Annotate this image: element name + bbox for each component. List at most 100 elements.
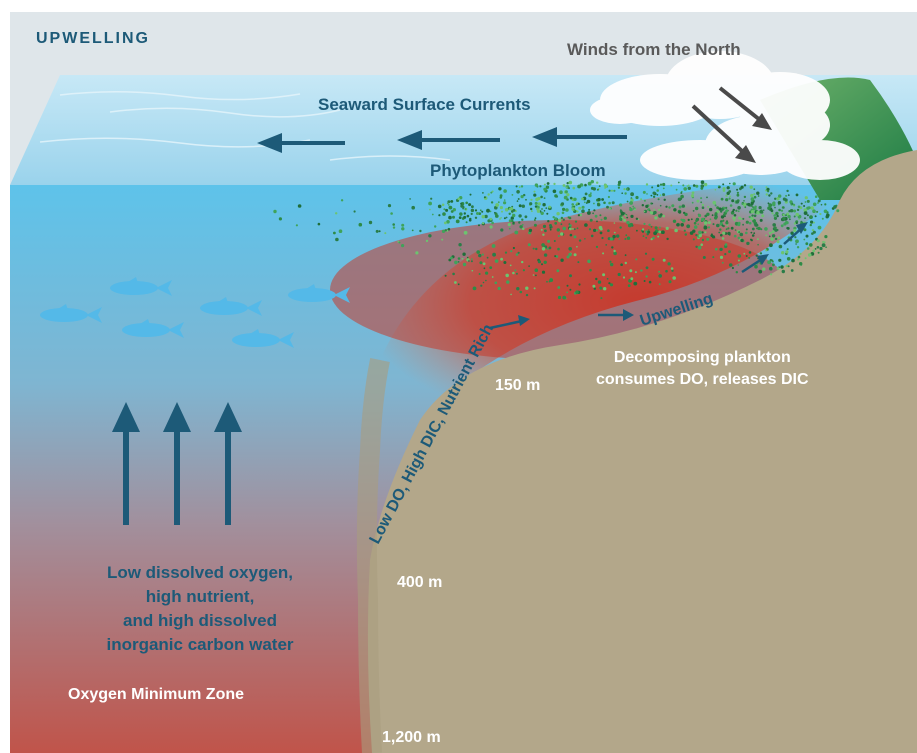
plankton-dot: [297, 204, 302, 208]
plankton-dot: [505, 273, 510, 278]
plankton-dot: [444, 274, 447, 277]
plankton-dot: [737, 259, 740, 262]
plankton-dot: [798, 218, 800, 220]
plankton-dot: [712, 200, 717, 205]
plankton-dot: [511, 205, 514, 208]
plankton-dot: [692, 210, 695, 212]
plankton-dot: [716, 223, 720, 228]
plankton-dot: [642, 235, 645, 238]
plankton-dot: [576, 227, 579, 230]
plankton-dot: [706, 237, 710, 241]
plankton-dot: [543, 210, 546, 212]
plankton-dot: [753, 214, 757, 218]
plankton-dot: [518, 186, 521, 189]
plankton-dot: [568, 180, 573, 185]
plankton-dot: [784, 198, 788, 202]
plankton-dot: [809, 215, 813, 220]
plankton-dot: [785, 221, 789, 225]
plankton-dot: [735, 200, 740, 204]
plankton-dot: [789, 218, 791, 221]
plankton-dot: [816, 210, 819, 213]
plankton-dot: [613, 249, 616, 253]
plankton-dot: [750, 201, 754, 205]
plankton-dot: [804, 217, 806, 220]
plankton-dot: [771, 234, 776, 238]
plankton-dot: [569, 227, 572, 231]
plankton-dot: [486, 208, 490, 213]
plankton-dot: [588, 228, 592, 231]
plankton-dot: [558, 218, 562, 223]
plankton-dot: [725, 194, 728, 197]
plankton-dot: [448, 258, 452, 262]
plankton-dot: [729, 204, 733, 207]
plankton-dot: [658, 214, 660, 217]
plankton-dot: [533, 219, 536, 221]
plankton-dot: [522, 269, 526, 272]
plankton-dot: [482, 281, 485, 284]
plankton-dot: [737, 264, 740, 266]
plankton-dot: [810, 206, 814, 210]
plankton-dot: [606, 277, 609, 280]
plankton-dot: [680, 223, 684, 227]
plankton-dot: [650, 194, 653, 197]
plankton-dot: [610, 262, 614, 267]
plankton-dot: [474, 209, 478, 212]
plankton-dot: [604, 187, 606, 189]
plankton-dot: [521, 218, 524, 221]
plankton-dot: [500, 257, 503, 261]
plankton-dot: [816, 239, 820, 243]
plankton-dot: [568, 247, 572, 251]
plankton-dot: [755, 223, 759, 227]
plankton-dot: [711, 233, 713, 236]
plankton-dot: [662, 258, 666, 262]
plankton-dot: [641, 204, 644, 207]
plankton-dot: [819, 246, 823, 251]
plankton-dot: [569, 288, 572, 291]
plankton-dot: [603, 216, 607, 220]
plankton-dot: [541, 247, 546, 251]
plankton-dot: [596, 181, 599, 184]
plankton-dot: [702, 256, 706, 259]
plankton-dot: [677, 197, 682, 202]
plankton-dot: [724, 243, 728, 246]
fish-icon: [122, 319, 184, 338]
plankton-dot: [778, 194, 782, 198]
plankton-dot: [589, 268, 592, 272]
plankton-dot: [525, 293, 529, 297]
plankton-dot: [295, 224, 298, 227]
plankton-dot: [578, 206, 582, 210]
plankton-dot: [470, 208, 475, 213]
plankton-dot: [624, 192, 627, 195]
plankton-dot: [452, 208, 456, 212]
plankton-dot: [778, 258, 782, 262]
plankton-dot: [727, 227, 730, 230]
plankton-dot: [833, 205, 837, 209]
plankton-dot: [338, 229, 343, 233]
plankton-dot: [684, 212, 688, 217]
plankton-dot: [588, 208, 591, 211]
plankton-dot: [795, 212, 799, 217]
plankton-dot: [584, 192, 588, 196]
plankton-dot: [627, 223, 632, 228]
plankton-dot: [701, 231, 704, 234]
plankton-dot: [770, 209, 774, 213]
plankton-dot: [789, 200, 793, 204]
seaward-currents-label: Seaward Surface Currents: [318, 95, 531, 114]
plankton-dot: [562, 226, 566, 231]
plankton-dot: [754, 205, 757, 208]
plankton-dot: [711, 235, 716, 239]
plankton-dot: [823, 209, 828, 214]
plankton-dot: [335, 237, 339, 242]
plankton-dot: [581, 205, 585, 209]
plankton-dot: [273, 209, 277, 214]
plankton-dot: [722, 224, 725, 228]
plankton-dot: [567, 216, 570, 219]
plankton-dot: [624, 261, 627, 265]
plankton-dot: [660, 213, 663, 216]
plankton-dot: [554, 221, 558, 225]
plankton-dot: [441, 229, 446, 233]
plankton-dot: [701, 203, 704, 207]
plankton-dot: [728, 263, 733, 267]
plankton-dot: [758, 269, 763, 274]
plankton-dot: [476, 250, 481, 254]
